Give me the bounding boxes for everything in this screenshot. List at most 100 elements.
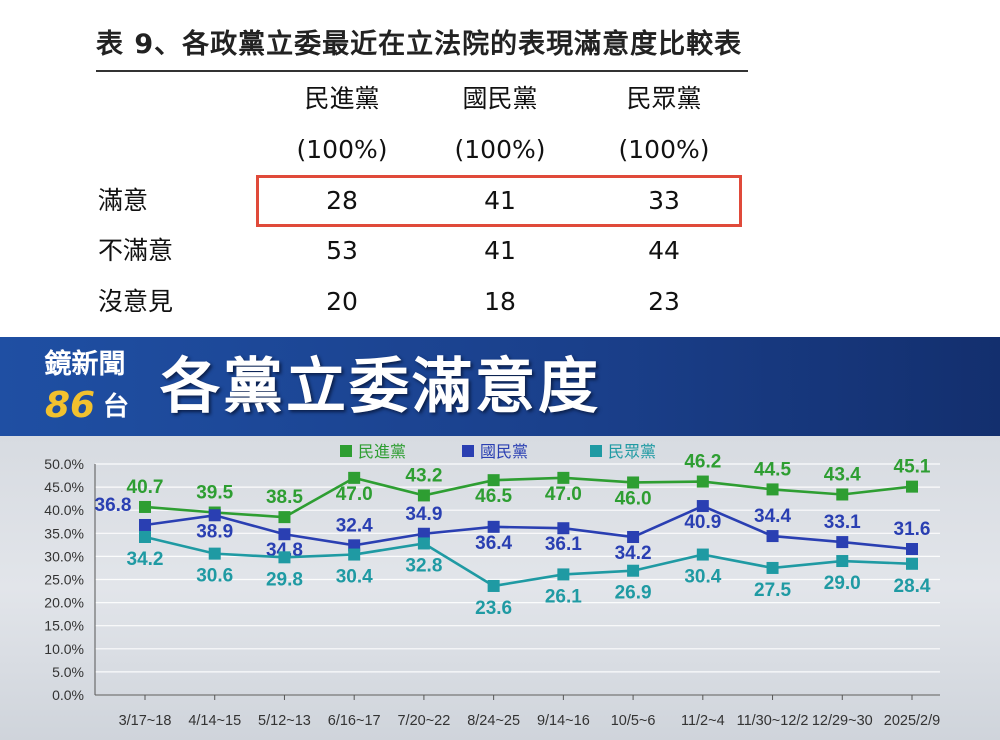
title-underline (96, 70, 748, 72)
data-point (208, 509, 221, 522)
y-tick-label: 5.0% (52, 664, 84, 680)
data-point (557, 522, 570, 535)
data-label: 32.8 (405, 555, 442, 576)
data-label: 30.4 (336, 567, 373, 588)
data-point (278, 528, 291, 541)
x-tick-label: 10/5~6 (611, 713, 656, 729)
x-tick-label: 8/24~25 (467, 713, 520, 729)
data-point (417, 489, 430, 502)
satisfaction-table: 表 9、各政黨立委最近在立法院的表現滿意度比較表 民進黨 國民黨 民眾黨 (10… (0, 0, 1000, 330)
headline: 各黨立委滿意度 (160, 352, 601, 422)
data-label: 31.6 (894, 519, 931, 540)
data-point (487, 579, 500, 592)
cell-no-opinion-kmt: 18 (484, 287, 516, 316)
row-label-satisfied: 滿意 (98, 186, 149, 215)
channel-logo: 鏡新聞 86 台 (22, 345, 148, 429)
line-chart: 0.0% 5.0% 10.0% 15.0% 20.0% 25.0% 30.0% 35.0% 40… (44, 442, 940, 729)
data-label: 40.9 (684, 512, 721, 533)
cell-dissatisfied-tpp: 44 (648, 236, 680, 265)
data-label: 39.5 (196, 483, 233, 504)
data-label: 45.1 (894, 457, 931, 478)
legend-swatch (340, 445, 352, 457)
data-point (139, 500, 151, 513)
data-point (417, 527, 430, 540)
data-label: 23.6 (475, 598, 512, 619)
data-point (766, 483, 779, 496)
data-point (696, 500, 709, 513)
data-label: 30.4 (684, 567, 721, 588)
data-label: 34.2 (127, 549, 164, 570)
y-tick-label: 25.0% (44, 572, 84, 588)
x-tick-label: 7/20~22 (397, 713, 450, 729)
data-label: 40.7 (127, 477, 164, 498)
data-point (766, 561, 779, 574)
data-point (836, 555, 849, 568)
data-point (278, 511, 291, 524)
x-tick-label: 6/16~17 (328, 713, 381, 729)
series-line (144, 535, 913, 588)
data-point (836, 488, 849, 501)
data-point (906, 557, 918, 570)
data-label: 47.0 (336, 484, 373, 505)
data-point (487, 520, 500, 533)
series-line (144, 476, 913, 519)
data-label: 29.0 (824, 573, 861, 594)
col-header-tpp: 民眾黨 (626, 84, 702, 113)
data-label: 26.9 (615, 583, 652, 604)
x-tick-label: 3/17~18 (119, 713, 172, 729)
cell-no-opinion-tpp: 23 (648, 287, 680, 316)
data-label: 46.0 (615, 488, 652, 509)
x-tick-label: 12/29~30 (812, 713, 873, 729)
data-point (348, 471, 361, 484)
data-label: 29.8 (266, 569, 303, 590)
cell-dissatisfied-kmt: 41 (484, 236, 516, 265)
data-point (278, 551, 291, 564)
data-point (627, 476, 640, 489)
chart-panel: 0.0% 5.0% 10.0% 15.0% 20.0% 25.0% 30.0% 35.0% 40… (0, 436, 1000, 740)
highlight-box (256, 175, 742, 227)
legend-swatch (590, 445, 602, 457)
y-tick-label: 50.0% (44, 456, 84, 472)
cell-satisfied-kmt: 41 (484, 186, 516, 215)
y-tick-label: 45.0% (44, 479, 84, 495)
cell-no-opinion-dpp: 20 (326, 287, 358, 316)
data-point (208, 547, 221, 560)
news-banner: 鏡新聞 86 台 各黨立委滿意度 (0, 337, 1000, 436)
data-point (696, 548, 709, 561)
y-tick-label: 35.0% (44, 525, 84, 541)
y-tick-label: 40.0% (44, 502, 84, 518)
data-point (348, 548, 361, 561)
y-tick-label: 15.0% (44, 618, 84, 634)
x-tick-label: 2025/2/9 (884, 713, 940, 729)
cell-satisfied-tpp: 33 (648, 186, 680, 215)
x-tick-label: 11/2~4 (681, 713, 725, 729)
data-label: 36.8 (95, 495, 132, 516)
data-point (139, 518, 151, 531)
data-label: 36.4 (475, 533, 512, 554)
data-label: 43.2 (405, 465, 442, 486)
logo-name: 鏡新聞 (44, 349, 126, 380)
data-label: 34.9 (405, 504, 442, 525)
data-label: 27.5 (754, 580, 791, 601)
data-label: 33.1 (824, 512, 861, 533)
data-point (906, 480, 918, 493)
logo-number: 86 (44, 385, 96, 426)
legend-swatch (462, 445, 474, 457)
col-header-kmt: 國民黨 (462, 84, 538, 113)
x-tick-label: 11/30~12/2 (737, 713, 809, 729)
data-label: 32.4 (336, 515, 373, 536)
series-line (144, 504, 913, 551)
data-point (627, 530, 640, 543)
data-point (557, 471, 570, 484)
col-header-dpp: 民進黨 (304, 84, 380, 113)
x-tick-label: 4/14~15 (188, 713, 241, 729)
data-label: 34.4 (754, 506, 791, 527)
data-label: 46.2 (684, 452, 721, 473)
y-tick-label: 30.0% (44, 548, 84, 564)
data-point (557, 568, 570, 581)
data-label: 38.5 (266, 487, 303, 508)
x-tick-label: 9/14~16 (537, 713, 590, 729)
data-label: 43.4 (824, 464, 861, 485)
y-tick-label: 0.0% (52, 687, 84, 703)
legend-label: 民眾黨 (608, 442, 656, 461)
